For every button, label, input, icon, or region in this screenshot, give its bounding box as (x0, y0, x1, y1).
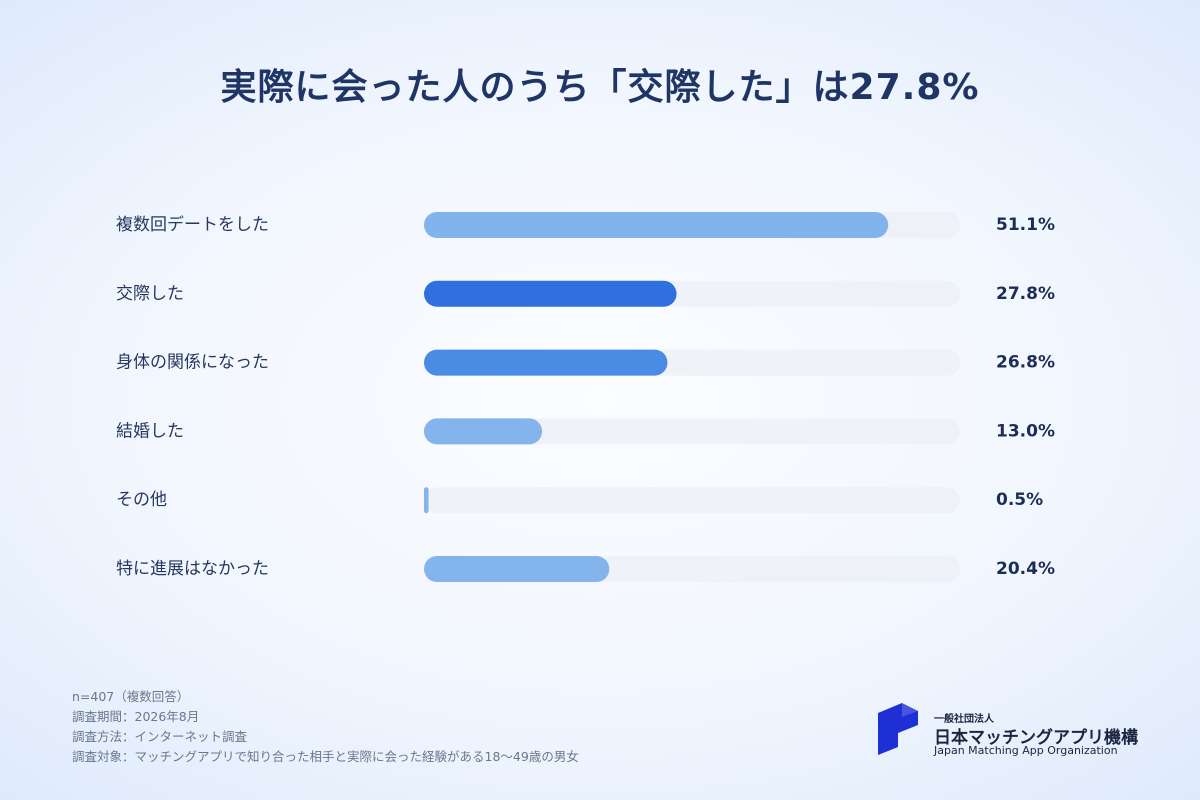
category-label: 複数回デートをした (116, 214, 269, 235)
bar (424, 349, 668, 376)
category-label: 結婚した (116, 421, 184, 441)
category-label: 特に進展はなかった (116, 559, 269, 579)
note-survey-method: 調査方法：インターネット調査 (72, 729, 248, 744)
bar-chart: 複数回デートをした 51.1% 交際した 27.8% 身体の関係になった 26.8% 結婚し… (116, 212, 1055, 582)
bar (424, 280, 677, 307)
value-label: 20.4% (996, 559, 1055, 579)
bar (424, 418, 543, 445)
logo-name-en: Japan Matching App Organization (934, 744, 1118, 757)
logo-name-ja: 日本マッチングアプリ機構 (934, 728, 1138, 748)
bar-track (424, 487, 960, 514)
value-label: 51.1% (996, 215, 1055, 235)
value-label: 26.8% (996, 353, 1055, 373)
bar (424, 487, 429, 514)
organization-logo: 一般社団法人 日本マッチングアプリ機構 Japan Matching App O… (876, 703, 1138, 759)
value-label: 13.0% (996, 421, 1055, 441)
value-label: 27.8% (996, 284, 1055, 304)
bar (424, 556, 610, 582)
category-label: 交際した (116, 284, 184, 304)
note-survey-period: 調査期間：2026年8月 (72, 709, 200, 724)
note-sample-size: n=407（複数回答） (72, 689, 190, 704)
organization-logo-icon (878, 703, 918, 755)
value-label: 0.5% (996, 490, 1043, 510)
bar-track (424, 418, 960, 445)
bar (424, 212, 889, 238)
category-label: その他 (116, 490, 167, 510)
survey-notes: n=407（複数回答） 調査期間：2026年8月 調査方法：インターネット調査 … (72, 687, 579, 767)
category-label: 身体の関係になった (116, 353, 269, 373)
chart-title: 実際に会った人のうち「交際した」は27.8% (220, 67, 980, 108)
logo-org-type: 一般社団法人 (934, 714, 994, 725)
note-survey-target: 調査対象：マッチングアプリで知り合った相手と実際に会った経験がある18〜49歳の… (72, 749, 579, 764)
